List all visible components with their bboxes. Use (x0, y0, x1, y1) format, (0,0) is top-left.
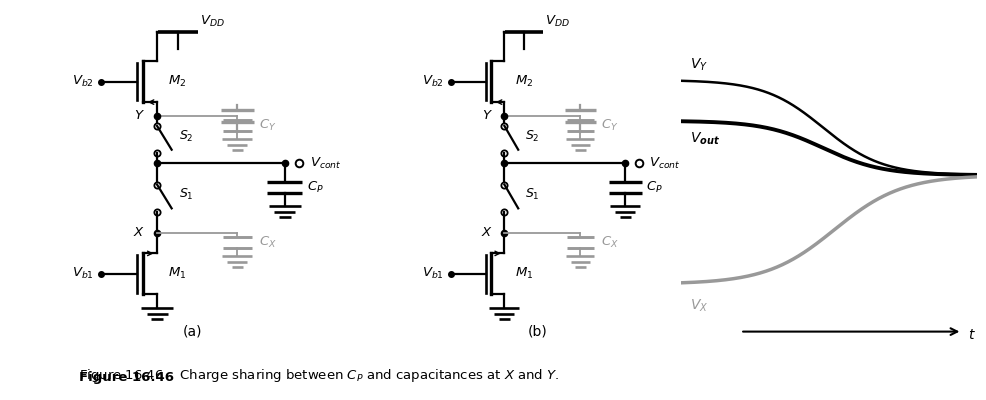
Text: Y: Y (482, 109, 490, 122)
Text: $V_X$: $V_X$ (689, 298, 708, 314)
Text: $M_2$: $M_2$ (168, 74, 186, 89)
Text: $V_{DD}$: $V_{DD}$ (544, 14, 569, 29)
Text: $S_2$: $S_2$ (178, 128, 193, 144)
Text: $V_{cont}$: $V_{cont}$ (311, 156, 342, 171)
Text: $V_{b1}$: $V_{b1}$ (422, 266, 444, 281)
Text: $C_Y$: $C_Y$ (259, 118, 276, 133)
Text: X: X (481, 226, 490, 240)
Text: $C_X$: $C_X$ (600, 235, 618, 250)
Text: $V_\mathregular{out}$: $V_\mathregular{out}$ (689, 131, 719, 148)
Text: $M_1$: $M_1$ (168, 266, 186, 281)
Text: $C_X$: $C_X$ (259, 235, 277, 250)
Text: Figure 16.46    Charge sharing between $C_P$ and capacitances at $X$ and $Y$.: Figure 16.46 Charge sharing between $C_P… (79, 367, 559, 384)
Text: $M_2$: $M_2$ (515, 74, 532, 89)
Text: $S_1$: $S_1$ (178, 187, 193, 202)
Text: (a): (a) (182, 324, 202, 338)
Text: Figure 16.46: Figure 16.46 (79, 371, 174, 384)
Text: $S_1$: $S_1$ (525, 187, 539, 202)
Text: (b): (b) (528, 324, 547, 338)
Text: $C_P$: $C_P$ (646, 180, 663, 195)
Text: $C_Y$: $C_Y$ (600, 118, 618, 133)
Text: $C_P$: $C_P$ (307, 180, 323, 195)
Text: $V_{b1}$: $V_{b1}$ (71, 266, 94, 281)
Text: $S_2$: $S_2$ (525, 128, 539, 144)
Text: $M_1$: $M_1$ (515, 266, 532, 281)
Text: $V_{cont}$: $V_{cont}$ (649, 156, 680, 171)
Text: $V_{b2}$: $V_{b2}$ (422, 74, 444, 89)
Text: X: X (133, 226, 142, 240)
Text: $t$: $t$ (967, 328, 975, 342)
Text: $V_{b2}$: $V_{b2}$ (72, 74, 94, 89)
Text: Y: Y (134, 109, 142, 122)
Text: $V_Y$: $V_Y$ (689, 57, 707, 73)
Text: $V_{DD}$: $V_{DD}$ (199, 14, 225, 29)
